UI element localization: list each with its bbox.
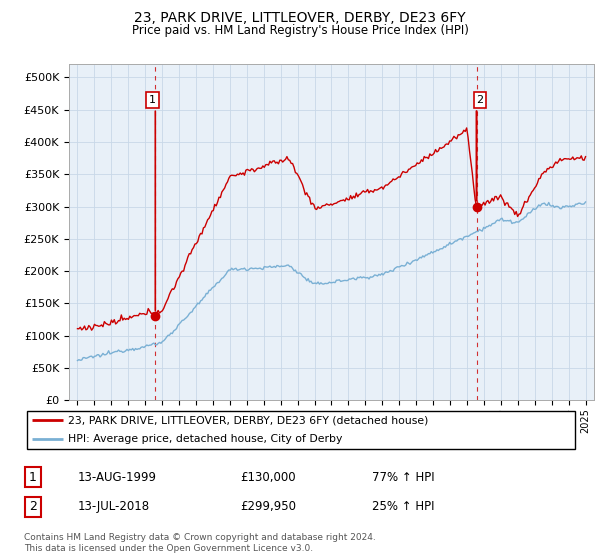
Text: £299,950: £299,950 <box>240 500 296 514</box>
Text: 13-AUG-1999: 13-AUG-1999 <box>78 470 157 484</box>
Text: Price paid vs. HM Land Registry's House Price Index (HPI): Price paid vs. HM Land Registry's House … <box>131 24 469 36</box>
Text: 13-JUL-2018: 13-JUL-2018 <box>78 500 150 514</box>
Text: £130,000: £130,000 <box>240 470 296 484</box>
Text: HPI: Average price, detached house, City of Derby: HPI: Average price, detached house, City… <box>68 435 343 445</box>
Text: 1: 1 <box>29 470 37 484</box>
FancyBboxPatch shape <box>27 411 575 449</box>
Text: 1: 1 <box>149 95 156 105</box>
Text: Contains HM Land Registry data © Crown copyright and database right 2024.
This d: Contains HM Land Registry data © Crown c… <box>24 533 376 553</box>
Text: 77% ↑ HPI: 77% ↑ HPI <box>372 470 434 484</box>
Text: 23, PARK DRIVE, LITTLEOVER, DERBY, DE23 6FY: 23, PARK DRIVE, LITTLEOVER, DERBY, DE23 … <box>134 11 466 25</box>
Text: 2: 2 <box>29 500 37 514</box>
Text: 25% ↑ HPI: 25% ↑ HPI <box>372 500 434 514</box>
Text: 23, PARK DRIVE, LITTLEOVER, DERBY, DE23 6FY (detached house): 23, PARK DRIVE, LITTLEOVER, DERBY, DE23 … <box>68 415 429 425</box>
Text: 2: 2 <box>476 95 484 105</box>
